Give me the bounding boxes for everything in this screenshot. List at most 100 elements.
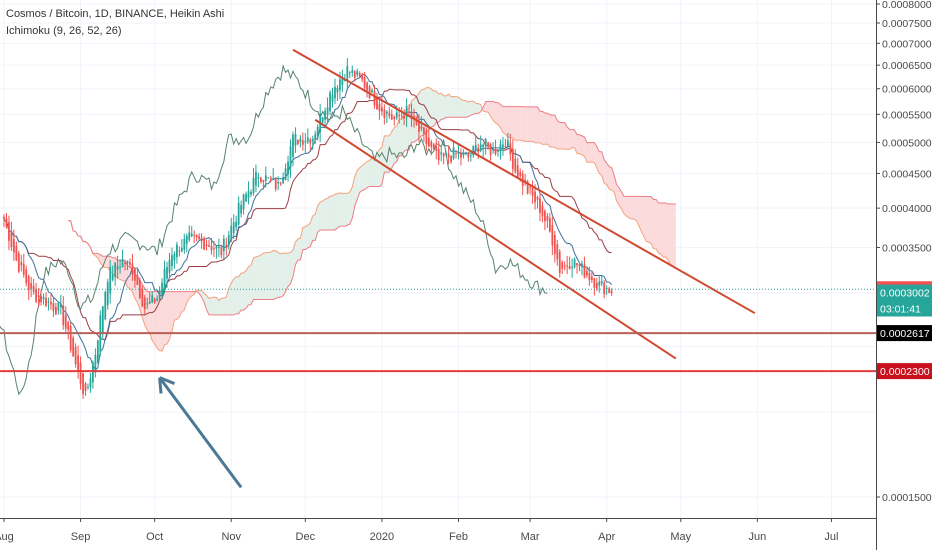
- candle-body: [519, 172, 521, 176]
- candle: [72, 335, 74, 356]
- candle-body: [601, 281, 603, 284]
- cloud-segment: [313, 214, 315, 240]
- candle-body: [467, 154, 469, 158]
- candle-body: [566, 266, 568, 267]
- cloud-segment: [211, 297, 213, 315]
- plot-background: [0, 0, 876, 518]
- candle-body: [50, 302, 52, 305]
- y-tick-label: 0.0004500: [882, 168, 932, 180]
- indicator-title[interactable]: Ichimoku (9, 26, 52, 26): [6, 23, 224, 40]
- candle-body: [53, 303, 55, 311]
- candle-body: [48, 302, 50, 303]
- candle: [70, 322, 72, 353]
- candle-body: [428, 137, 430, 146]
- cloud-segment: [666, 203, 668, 261]
- cloud-segment: [631, 196, 633, 219]
- candle-body: [243, 194, 245, 209]
- candle-body: [235, 222, 237, 228]
- candle: [527, 180, 529, 195]
- candle-body: [174, 254, 176, 261]
- candle-body: [539, 198, 541, 213]
- candle-body: [297, 140, 299, 144]
- candle-body: [463, 153, 465, 156]
- cloud-segment: [268, 252, 270, 299]
- candle-body: [551, 225, 553, 245]
- y-tick-label: 0.0005000: [882, 137, 932, 149]
- cloud-segment: [318, 202, 320, 232]
- candle-body: [354, 71, 356, 78]
- candle-body: [359, 73, 361, 76]
- cloud-segment: [649, 197, 651, 244]
- candle-body: [300, 138, 302, 141]
- candle-body: [465, 153, 467, 154]
- candle-body: [445, 153, 447, 155]
- candle-body: [20, 262, 22, 265]
- cloud-segment: [654, 199, 656, 248]
- candle-body: [102, 306, 104, 333]
- candle-body: [500, 144, 502, 151]
- candle-body: [386, 112, 388, 114]
- candle-body: [433, 144, 435, 149]
- candle-body: [40, 296, 42, 302]
- cloud-segment: [570, 130, 572, 150]
- cloud-segment: [461, 99, 463, 117]
- candle-body: [248, 191, 250, 198]
- candle-body: [146, 303, 148, 304]
- candle-body: [312, 139, 314, 142]
- cloud-segment: [673, 204, 675, 268]
- candle-body: [238, 203, 240, 225]
- candle-body: [127, 261, 129, 264]
- candle-body: [598, 282, 600, 286]
- cloud-segment: [347, 192, 349, 225]
- cloud-segment: [258, 255, 260, 300]
- symbol-title[interactable]: Cosmos / Bitcoin, 1D, BINANCE, Heikin As…: [6, 6, 224, 23]
- candle-body: [211, 246, 213, 250]
- candle-body: [591, 277, 593, 280]
- cloud-segment: [525, 107, 527, 141]
- cloud-segment: [182, 292, 184, 312]
- time-axis-background: [0, 518, 876, 550]
- cloud-segment: [281, 253, 283, 297]
- cloud-segment: [177, 292, 179, 320]
- candle-body: [3, 217, 5, 220]
- cloud-segment: [236, 277, 238, 314]
- cloud-segment: [592, 143, 594, 163]
- candle-body: [295, 134, 297, 145]
- candle-body: [176, 245, 178, 258]
- y-tick-label: 0.0007500: [882, 18, 932, 30]
- candle-body: [579, 264, 581, 266]
- cloud-segment: [362, 164, 364, 191]
- cloud-segment: [646, 196, 648, 242]
- candle-body: [317, 127, 319, 137]
- candle: [75, 343, 77, 367]
- cloud-segment: [165, 292, 167, 345]
- cloud-segment: [547, 113, 549, 147]
- candle-body: [203, 240, 205, 250]
- candle-body: [11, 231, 13, 247]
- candle-body: [611, 291, 613, 294]
- candle-body: [364, 77, 366, 88]
- candle-body: [334, 87, 336, 98]
- cloud-segment: [572, 130, 574, 148]
- y-tick-label: 0.0006000: [882, 84, 932, 96]
- candle-body: [586, 271, 588, 275]
- candle-body: [302, 140, 304, 145]
- candle-body: [421, 126, 423, 128]
- y-tick-label: 0.0004000: [882, 203, 932, 215]
- candle-body: [275, 178, 277, 189]
- candle: [329, 90, 331, 115]
- candle-body: [156, 299, 158, 301]
- candle-body: [228, 235, 230, 246]
- candle-body: [30, 283, 32, 289]
- candle-body: [559, 252, 561, 273]
- candle-body: [584, 264, 586, 277]
- candle-body: [329, 92, 331, 111]
- candle-body: [161, 283, 163, 295]
- candle-body: [114, 262, 116, 277]
- candle-body: [285, 168, 287, 180]
- candle-body: [13, 239, 15, 252]
- cloud-segment: [325, 198, 327, 230]
- cloud-segment: [261, 253, 263, 299]
